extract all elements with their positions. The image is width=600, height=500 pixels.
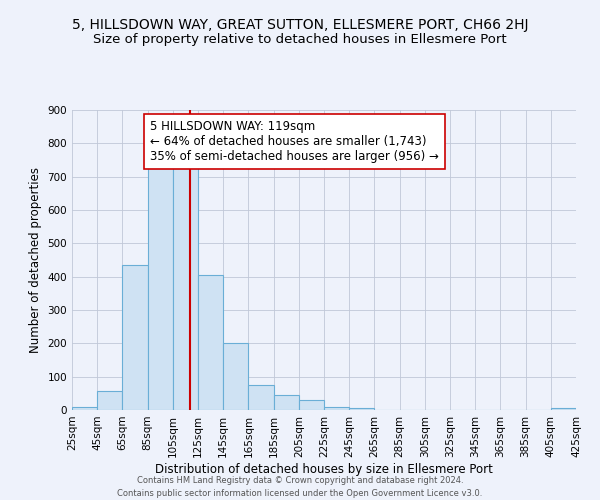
Bar	[248, 385, 274, 410]
Bar	[324, 406, 349, 410]
Bar	[349, 408, 374, 410]
Bar	[148, 162, 173, 410]
Bar	[97, 391, 122, 410]
Bar	[122, 265, 148, 410]
X-axis label: Distribution of detached houses by size in Ellesmere Port: Distribution of detached houses by size …	[155, 462, 493, 475]
Bar	[551, 408, 576, 410]
Text: Contains public sector information licensed under the Open Government Licence v3: Contains public sector information licen…	[118, 489, 482, 498]
Text: Contains HM Land Registry data © Crown copyright and database right 2024.: Contains HM Land Registry data © Crown c…	[137, 476, 463, 485]
Bar	[198, 275, 223, 410]
Bar	[72, 406, 97, 410]
Bar	[223, 344, 248, 410]
Text: Size of property relative to detached houses in Ellesmere Port: Size of property relative to detached ho…	[93, 32, 507, 46]
Y-axis label: Number of detached properties: Number of detached properties	[29, 167, 42, 353]
Text: 5 HILLSDOWN WAY: 119sqm
← 64% of detached houses are smaller (1,743)
35% of semi: 5 HILLSDOWN WAY: 119sqm ← 64% of detache…	[150, 120, 439, 163]
Bar	[173, 166, 198, 410]
Bar	[274, 395, 299, 410]
Text: 5, HILLSDOWN WAY, GREAT SUTTON, ELLESMERE PORT, CH66 2HJ: 5, HILLSDOWN WAY, GREAT SUTTON, ELLESMER…	[72, 18, 528, 32]
Bar	[299, 400, 324, 410]
